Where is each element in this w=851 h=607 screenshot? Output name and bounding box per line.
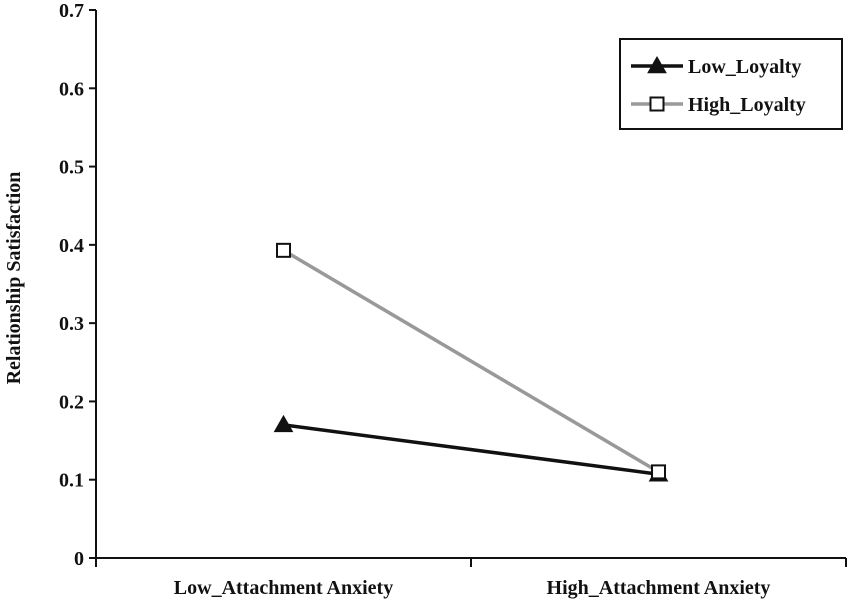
y-tick-label: 0	[74, 548, 84, 570]
x-tick-label: Low_Attachment Anxiety	[174, 577, 393, 599]
data-point-high-loyalty	[276, 242, 291, 258]
legend-marker	[647, 55, 667, 74]
y-tick-label: 0.5	[59, 157, 84, 179]
series-line-low-loyalty	[283, 423, 659, 476]
legend: Low_Loyalty High_Loyalty	[619, 38, 843, 130]
legend-box	[619, 38, 843, 130]
legend-label: High_Loyalty	[688, 94, 806, 116]
y-tick-label: 0.2	[59, 391, 84, 413]
legend-marker	[649, 96, 665, 112]
data-point-high-loyalty	[651, 464, 666, 480]
axes: 0 0.1 0.2 0.3 0.4 0.5 0.6 0.7 Low_Attachment Anx…	[59, 0, 847, 599]
y-tick-label: 0.7	[59, 0, 84, 22]
legend-label: Low_Loyalty	[688, 56, 801, 78]
series-line-high-loyalty	[282, 248, 660, 474]
y-axis-title: Relationship Satisfaction	[3, 172, 25, 385]
data-point-low-loyalty	[273, 414, 294, 433]
y-tick-label: 0.4	[59, 235, 84, 257]
x-tick-label: High_Attachment Anxiety	[547, 577, 771, 599]
y-tick-label: 0.1	[59, 470, 84, 492]
y-tick-label: 0.6	[59, 78, 84, 100]
series-layer	[273, 242, 669, 482]
y-tick-label: 0.3	[59, 313, 84, 335]
